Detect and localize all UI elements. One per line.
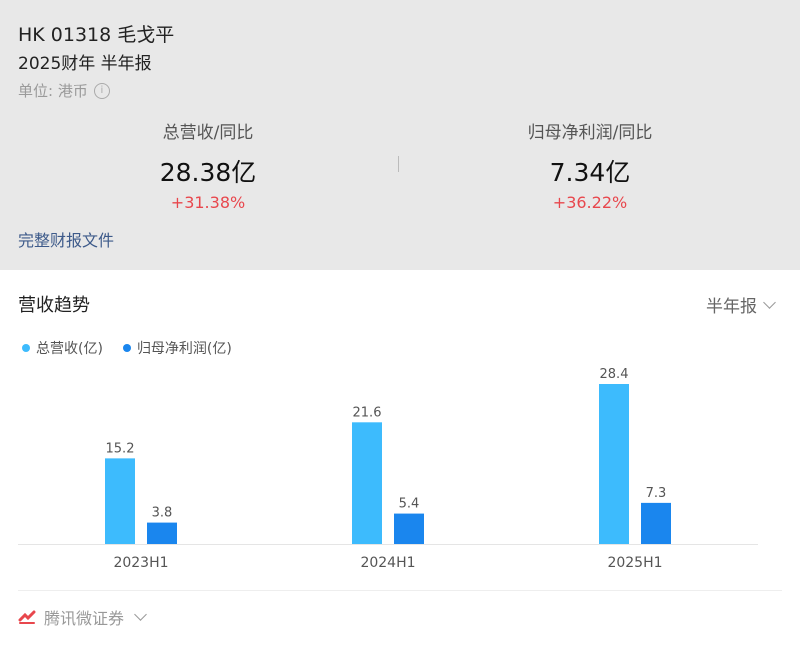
x-tick-label-2023H1: 2023H1 — [113, 555, 168, 571]
net-profit-metric: 归母净利润/同比 7.34亿 +36.22% — [400, 118, 780, 212]
chart-legend: 总营收(亿) 归母净利润(亿) — [22, 338, 232, 358]
revenue-trend-chart: 15.2 3.8 2023H1 21.6 5.4 2024H1 28.4 7.3 2025H1 — [18, 367, 758, 571]
data-label-net-profit-2024H1: 5.4 — [399, 497, 420, 512]
metric-divider — [398, 156, 399, 172]
currency-unit: 单位: 港币 i — [18, 80, 110, 101]
full-report-link[interactable]: 完整财报文件 — [18, 231, 115, 250]
net-profit-label: 归母净利润/同比 — [527, 123, 653, 143]
footer-divider — [18, 590, 782, 591]
report-period: 2025财年 半年报 — [18, 54, 152, 74]
unit-label: 单位: 港币 — [18, 82, 88, 100]
bar-revenue-2024H1[interactable] — [352, 422, 382, 544]
x-tick-label-2024H1: 2024H1 — [360, 555, 415, 571]
revenue-value: 28.38亿 — [159, 158, 257, 187]
period-dropdown[interactable]: 半年报 — [706, 292, 776, 317]
stock-title: HK 01318 毛戈平 — [18, 24, 175, 46]
chevron-down-icon[interactable] — [134, 608, 147, 621]
data-label-net-profit-2023H1: 3.8 — [152, 506, 173, 521]
revenue-change: +31.38% — [170, 193, 246, 212]
bar-net-profit-2023H1[interactable] — [147, 522, 177, 544]
net-profit-change: +36.22% — [552, 193, 628, 212]
period-dropdown-label: 半年报 — [706, 297, 757, 317]
data-label-revenue-2024H1: 21.6 — [353, 405, 382, 420]
legend-dot-net-profit — [122, 344, 131, 352]
data-label-revenue-2025H1: 28.4 — [600, 367, 629, 382]
data-label-net-profit-2025H1: 7.3 — [646, 486, 667, 501]
tencent-securities-logo-icon — [18, 610, 36, 624]
revenue-label: 总营收/同比 — [162, 123, 254, 143]
bar-net-profit-2025H1[interactable] — [641, 502, 671, 544]
chevron-down-icon — [763, 295, 776, 309]
legend-label-net-profit: 归母净利润(亿) — [136, 341, 232, 357]
financial-summary-panel: HK 01318 毛戈平 2025财年 半年报 单位: 港币 i 总营收/同比 … — [0, 0, 800, 270]
brand-footer[interactable]: 腾讯微证券 — [18, 605, 147, 629]
bar-net-profit-2024H1[interactable] — [394, 513, 424, 544]
legend-label-revenue: 总营收(亿) — [36, 341, 103, 357]
x-tick-label-2025H1: 2025H1 — [607, 555, 662, 571]
info-icon[interactable]: i — [93, 82, 110, 99]
data-label-revenue-2023H1: 15.2 — [106, 441, 135, 456]
legend-item-revenue[interactable]: 总营收(亿) — [22, 338, 103, 358]
section-title: 营收趋势 — [18, 295, 90, 316]
legend-dot-revenue — [22, 344, 30, 352]
net-profit-value: 7.34亿 — [549, 158, 631, 187]
brand-name: 腾讯微证券 — [44, 609, 125, 628]
revenue-metric: 总营收/同比 28.38亿 +31.38% — [18, 118, 398, 212]
bar-revenue-2025H1[interactable] — [599, 384, 629, 544]
legend-item-net-profit[interactable]: 归母净利润(亿) — [122, 338, 232, 358]
bar-revenue-2023H1[interactable] — [105, 458, 135, 544]
